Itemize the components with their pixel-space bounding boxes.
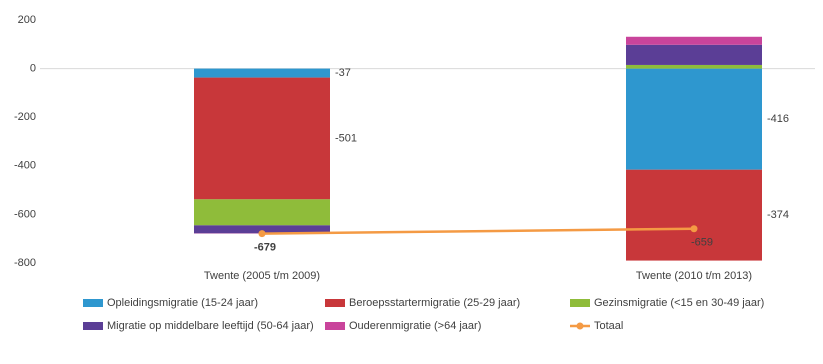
y-tick-label: -200 [14, 111, 36, 123]
data-label: -37 [335, 67, 351, 79]
legend-swatch [83, 322, 103, 330]
y-tick-label: -400 [14, 160, 36, 172]
legend-swatch [325, 322, 345, 330]
total-line [261, 227, 695, 235]
y-tick-label: 200 [18, 14, 36, 26]
bar-segment [626, 64, 762, 69]
bar-segment [194, 68, 330, 78]
data-label: -416 [767, 113, 789, 125]
total-marker [258, 230, 266, 238]
x-tick-label: Twente (2010 t/m 2013) [636, 270, 752, 282]
y-tick-label: -800 [14, 257, 36, 269]
legend-label: Totaal [594, 320, 623, 332]
data-label: -501 [335, 132, 357, 144]
legend-label: Ouderenmigratie (>64 jaar) [349, 320, 481, 332]
legend-label: Opleidingsmigratie (15-24 jaar) [107, 297, 258, 309]
legend-swatch [576, 322, 584, 330]
total-label: -679 [254, 242, 276, 254]
bar-segment [626, 36, 762, 45]
bar-segment [626, 44, 762, 65]
legend-swatch [570, 299, 590, 307]
total-label: -659 [691, 237, 713, 249]
y-tick-label: 0 [30, 63, 36, 75]
legend-swatch [83, 299, 103, 307]
data-label: -374 [767, 209, 789, 221]
bar-segment [194, 77, 330, 200]
y-tick-label: -600 [14, 208, 36, 220]
total-marker [690, 225, 698, 233]
x-tick-label: Twente (2005 t/m 2009) [204, 270, 320, 282]
legend-swatch [325, 299, 345, 307]
legend-label: Beroepsstartermigratie (25-29 jaar) [349, 297, 520, 309]
legend-label: Gezinsmigratie (<15 en 30-49 jaar) [594, 297, 764, 309]
bar-segment [626, 68, 762, 170]
legend-label: Migratie op middelbare leeftijd (50-64 j… [107, 320, 314, 332]
bar-segment [194, 199, 330, 226]
bar-segment [194, 225, 330, 234]
bar-segment [626, 169, 762, 261]
